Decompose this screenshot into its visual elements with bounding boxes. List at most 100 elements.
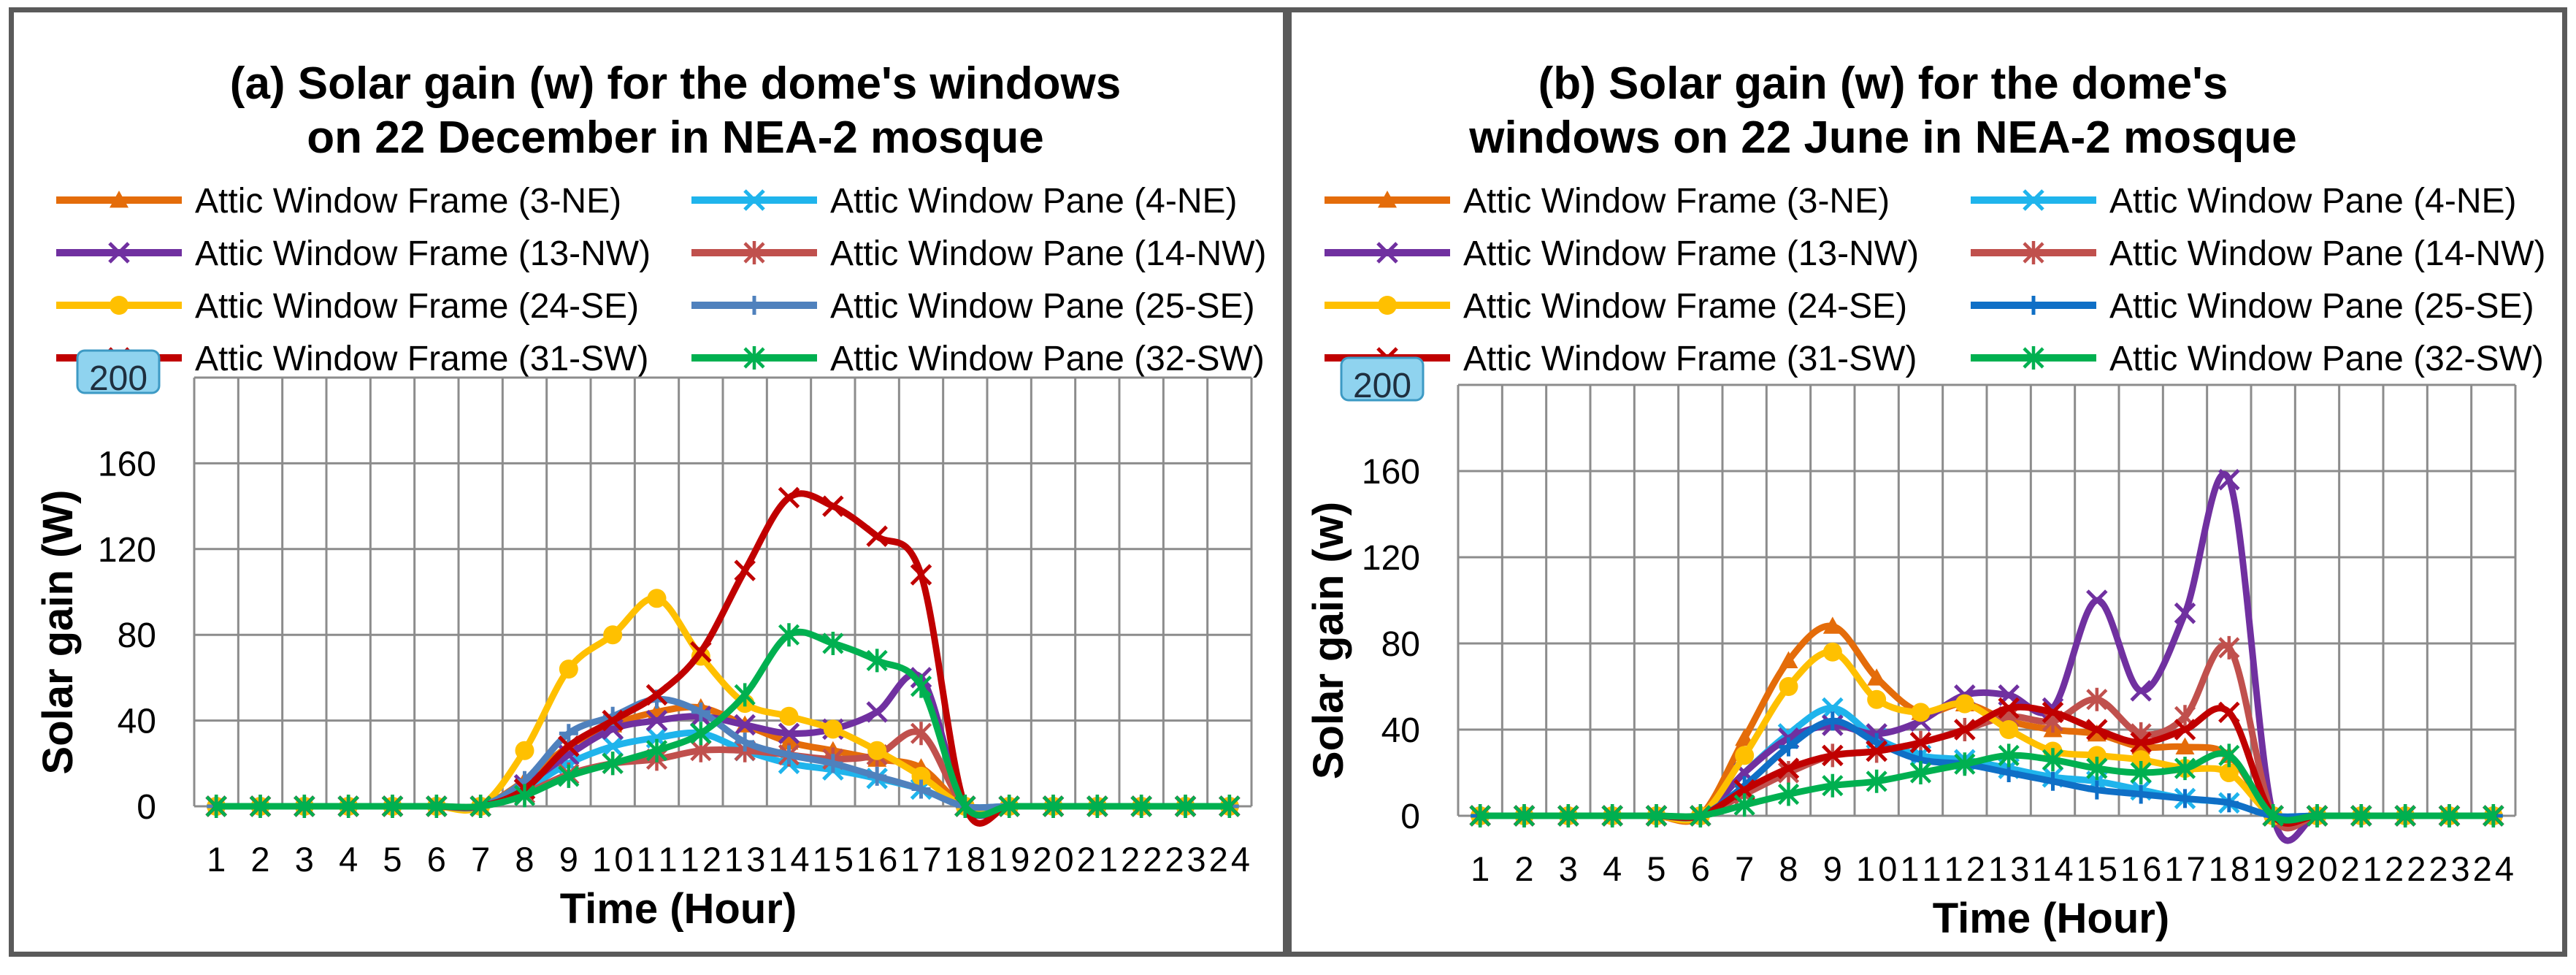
chart-0-series-6-point-16 — [867, 766, 887, 786]
chart-1-series-3-point-16 — [2130, 680, 2152, 702]
chart-0-series-1-point-14 — [779, 732, 799, 750]
chart-1-ytick-label-5: 200 — [1353, 367, 1411, 405]
chart-1-xtick-label-18: 19 — [2253, 849, 2293, 888]
chart-0-xtick-label-2: 3 — [295, 840, 314, 879]
chart-1-series-3-point-17 — [2174, 602, 2196, 624]
chart-1-series-7-point-11 — [1909, 731, 1932, 754]
chart-0-series-8-point-22 — [1130, 795, 1152, 818]
chart-0-legend-marker-4 — [743, 241, 765, 264]
chart-1-series-8-point-15 — [2086, 757, 2108, 781]
chart-0-xtick-label-10: 11 — [636, 840, 677, 879]
chart-1-series-7-point-10 — [1866, 740, 1887, 762]
chart-1-x-ticks: 1 2 3 4 5 6 7 8 9 10 11 12 13 14 15 16 17 18 19 20 21 22 23 24 — [1471, 849, 2514, 888]
chart-1-series-5-point-15 — [2087, 746, 2107, 765]
chart-1-ytick-highlight — [1340, 356, 1425, 402]
chart-0-series-7-point-11 — [645, 684, 668, 706]
chart-1-legend-label-8: Attic Window Pane (32-SW) — [2109, 340, 2544, 378]
chart-0-series-2-point-10 — [602, 735, 624, 757]
chart-1-series-8-point-21 — [2350, 804, 2372, 827]
chart-1-series-4-point-15 — [2086, 687, 2108, 711]
chart-1-series-1-point-17 — [2175, 737, 2195, 754]
chart-1-series-8-point-18 — [2218, 743, 2240, 768]
chart-1-series-7-point-13 — [1998, 697, 2020, 719]
chart-0-series-8-point-14 — [778, 623, 800, 647]
chart-1-series-1-point-7 — [1735, 728, 1755, 746]
chart-1-xtick-label-2: 3 — [1559, 849, 1578, 888]
chart-1-series-8-point-11 — [1909, 761, 1932, 784]
chart-0-series-7-point-16 — [866, 525, 888, 547]
chart-0-xtick-label-7: 8 — [515, 840, 534, 879]
chart-0-x-axis-label: Time (Hour) — [560, 885, 797, 933]
chart-0-ytick-label-3: 120 — [98, 531, 156, 570]
chart-0-series-8-point-13 — [734, 683, 756, 707]
chart-0-series-3-point-11 — [645, 709, 668, 732]
chart-1-series-7-point-15 — [2086, 719, 2108, 741]
chart-0-xtick-label-15: 16 — [856, 840, 897, 879]
chart-0-title-line-2: on 22 December in NEA-2 mosque — [307, 112, 1044, 163]
chart-0-series-8-point-15 — [822, 631, 844, 655]
chart-0-legend-marker-2 — [743, 189, 765, 211]
chart-1-legend-item-5: Attic Window Frame (24-SE) — [1325, 287, 1907, 326]
chart-1-series-3-point-15 — [2086, 589, 2108, 611]
chart-1-series-1-point-8 — [1779, 651, 1798, 668]
chart-1-xtick-label-11: 12 — [1944, 849, 1985, 888]
chart-0-xtick-label-21: 22 — [1121, 840, 1162, 879]
chart-0-xtick-label-23: 24 — [1209, 840, 1250, 879]
chart-1-legend-item-2: Attic Window Pane (4-NE) — [1971, 182, 2517, 221]
chart-1-ytick-label-2: 80 — [1381, 625, 1420, 664]
chart-1-series-7-point-14 — [2042, 701, 2064, 724]
chart-1-gridlines — [1457, 383, 2517, 817]
chart-0-xtick-label-19: 20 — [1032, 840, 1073, 879]
chart-1-xtick-label-19: 20 — [2296, 849, 2337, 888]
chart-0-legend-marker-1 — [110, 191, 129, 208]
chart-1-legend-item-1: Attic Window Frame (3-NE) — [1325, 182, 1890, 221]
chart-0-legend-marker-8 — [743, 346, 765, 370]
chart-b-svg: (b) Solar gain (w) for the dome'swindows… — [1305, 58, 2546, 942]
chart-0-legend-marker-5 — [110, 296, 129, 315]
chart-1-series-5-point-11 — [1911, 703, 1931, 722]
chart-1-series-8-point-7 — [1733, 793, 1755, 817]
chart-1-series-8-point-13 — [1998, 743, 2020, 768]
chart-0-legend-item-1: Attic Window Frame (3-NE) — [56, 182, 621, 221]
chart-0-series-7-point-10 — [602, 709, 624, 732]
chart-0-y-ticks: 0 40 80 120 160 200 — [76, 349, 161, 827]
chart-0-series-5-point-9 — [559, 659, 578, 679]
chart-0-legend-label-5: Attic Window Frame (24-SE) — [195, 287, 639, 326]
chart-0-legend-marker-3 — [108, 242, 130, 264]
chart-panel-b: (b) Solar gain (w) for the dome's windows… — [1287, 7, 2567, 957]
chart-1-series-6-point-8 — [1779, 737, 1798, 757]
chart-0-series-7-point-15 — [822, 495, 844, 517]
chart-0-ytick-label-0: 0 — [137, 788, 156, 827]
chart-1-legend-marker-6 — [2024, 296, 2043, 315]
chart-1-legend-marker-4 — [2023, 241, 2044, 264]
chart-0-legend-item-6: Attic Window Pane (25-SE) — [691, 287, 1255, 326]
chart-1-legend-item-7: Attic Window Frame (31-SW) — [1325, 340, 1917, 378]
chart-0-series-5-point-17 — [911, 766, 931, 786]
chart-0-series-5-point-16 — [867, 741, 887, 760]
chart-1-legend-marker-1 — [1378, 191, 1397, 208]
chart-1-series-8-point-6 — [1690, 804, 1711, 827]
chart-1-series-8-point-22 — [2394, 804, 2416, 827]
chart-1-legend-item-4: Attic Window Pane (14-NW) — [1971, 234, 2546, 273]
chart-1-series-8-point-24 — [2483, 804, 2504, 827]
chart-0-xtick-label-12: 13 — [724, 840, 765, 879]
chart-0-series-7-point-17 — [910, 564, 932, 586]
chart-0-xtick-label-20: 21 — [1077, 840, 1118, 879]
chart-1-series-8-point-8 — [1777, 782, 1800, 806]
chart-1-y-ticks: 0 40 80 120 160 200 — [1340, 356, 1425, 836]
chart-1-series-2-point-9 — [1822, 697, 1844, 719]
chart-1-series-1-point-10 — [1867, 668, 1887, 686]
chart-1-legend-label-1: Attic Window Frame (3-NE) — [1463, 182, 1890, 221]
chart-1-series-8-point-19 — [2262, 804, 2284, 827]
chart-0-legend-label-3: Attic Window Frame (13-NW) — [195, 234, 651, 273]
chart-1-legend-label-7: Attic Window Frame (31-SW) — [1463, 340, 1917, 378]
chart-1-xtick-label-17: 18 — [2209, 849, 2250, 888]
chart-1-series-5-point-7 — [1735, 746, 1755, 765]
chart-1-xtick-label-7: 8 — [1779, 849, 1798, 888]
chart-1-series-7-point-8 — [1777, 757, 1800, 779]
chart-0-legend: Attic Window Frame (3-NE) Attic Window Pa… — [56, 182, 1267, 378]
chart-0-series-6-point-15 — [823, 754, 843, 773]
chart-1-series-5-point-8 — [1779, 677, 1798, 696]
chart-0-series-8-point-16 — [866, 649, 888, 673]
chart-1-x-axis-label: Time (Hour) — [1933, 895, 2169, 942]
